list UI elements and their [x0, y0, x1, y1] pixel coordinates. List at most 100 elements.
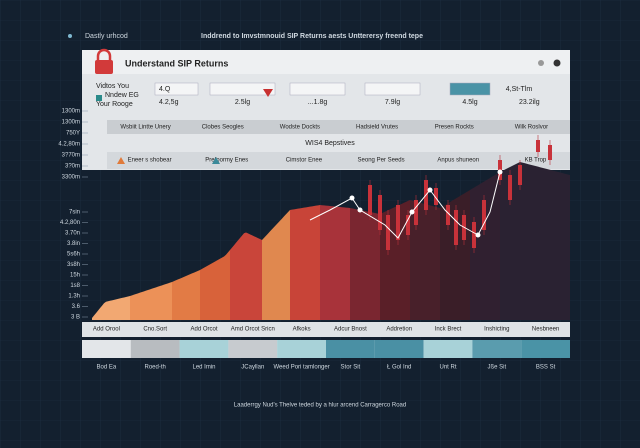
dot [68, 34, 72, 38]
axis-label: 750Y [66, 131, 80, 137]
row [107, 152, 570, 169]
row-cell: Eneer s shobear [128, 158, 172, 164]
axis-label: 3s8h [67, 262, 80, 268]
checkbox[interactable] [96, 95, 102, 101]
field-box[interactable] [289, 82, 346, 96]
color-swatch [179, 340, 229, 358]
color-swatch [82, 340, 131, 358]
candle [454, 210, 458, 245]
axis-label: 15h [70, 273, 80, 279]
legend-label: Nesbneen [532, 327, 559, 333]
bottom-label: Ł Gol Ind [387, 365, 411, 371]
field-label: Your Rooge [96, 101, 133, 108]
column-header: Wodste Dockts [280, 125, 320, 131]
arrow [263, 89, 273, 97]
tri [212, 157, 220, 164]
legend-label: Inck Brect [435, 327, 462, 333]
legend-label: Addretion [386, 327, 412, 333]
field-value: 4,St-Tlm [506, 86, 533, 93]
field-value: 7.9lg [385, 99, 400, 106]
color-swatch [374, 340, 424, 358]
field-label: Vidtos You [96, 83, 129, 90]
legend-label: Amd Orcot Sricn [231, 327, 275, 333]
axis-label: 3.70n [65, 231, 80, 237]
axis-label: 1300m [62, 109, 80, 115]
color-swatch [130, 340, 180, 358]
trend-dot [475, 232, 481, 238]
area-band [200, 250, 230, 320]
area-band [262, 210, 290, 320]
legend-label: Cno.Sort [143, 327, 167, 333]
tri [117, 157, 125, 164]
dot [538, 60, 544, 66]
axis-label: 1300m [62, 120, 80, 126]
axis-label: 3300m [62, 175, 80, 181]
lock-icon [95, 60, 113, 74]
area-band [92, 296, 130, 320]
top-left: Dastly urhcod [85, 33, 128, 40]
area-band [130, 282, 172, 320]
row-cell: Prefoormy Enes [205, 158, 248, 164]
subheader: WIS4 Bepstives [305, 140, 355, 147]
bottom-label: Jße Sit [487, 365, 506, 371]
row-cell: Seong Per Seeds [358, 158, 405, 164]
color-swatch [472, 340, 522, 358]
trend-dot [427, 187, 433, 193]
axis-label: 5s6h [67, 252, 80, 258]
color-swatch [228, 340, 278, 358]
bottom-label: Led Imin [192, 365, 215, 371]
field-box[interactable] [364, 82, 421, 96]
axis-label: 3 B [71, 315, 80, 321]
area-band [500, 162, 570, 320]
area-band [410, 200, 440, 320]
legend-label: Add Orool [93, 327, 120, 333]
axis-label: 3.6 [72, 304, 81, 310]
axis-label: 1s8 [70, 283, 80, 289]
color-swatch [521, 340, 570, 358]
field-value: 4.5lg [462, 99, 477, 106]
candle [548, 145, 552, 160]
field-label: Nndew EG [105, 92, 139, 99]
area-band [172, 270, 200, 320]
candle [434, 188, 438, 205]
field-box[interactable] [154, 82, 199, 96]
field-sub: 23.2ilg [519, 99, 540, 106]
candle [518, 165, 522, 185]
column-header: Hadsield Vrutes [356, 125, 398, 131]
axis-label: 3?0m [65, 164, 80, 170]
area-band [320, 205, 350, 320]
candle [414, 200, 418, 225]
trend-dot [357, 207, 363, 213]
trend-dot [497, 169, 503, 175]
bottom-label: Stor Sit [341, 365, 361, 371]
panel-header [82, 50, 570, 74]
bottom-label: Roed-th [145, 365, 166, 371]
color-swatch [326, 340, 375, 358]
dot [553, 59, 561, 67]
trend-dot [349, 195, 355, 201]
bottom-label: Bod Ea [97, 365, 117, 371]
column-header: Wilk Roslvor [515, 125, 548, 131]
field-box[interactable] [449, 82, 491, 96]
area-band [470, 172, 500, 320]
field-value: ...1.8g [308, 99, 328, 106]
lock-shackle [96, 48, 112, 60]
color-swatch [277, 340, 326, 358]
axis-label: 4.2,80n [60, 220, 80, 226]
area-band [350, 208, 380, 320]
area-band [380, 200, 410, 320]
candle [406, 215, 410, 235]
candle [368, 185, 372, 215]
column-header: Wsbiit Lintte Unery [120, 125, 170, 131]
field-value: 4.Q [159, 86, 171, 93]
legend-strip [82, 322, 570, 337]
footer: Laaderrgy Nud's Thelve teded by a hlur a… [234, 403, 406, 409]
bottom-label: BSS St [536, 365, 556, 371]
candle [482, 200, 486, 230]
field-box[interactable] [209, 82, 276, 96]
bottom-label: Unt Rt [439, 365, 456, 371]
column-header: Clobes Seogles [202, 125, 244, 131]
row-cell: Anpus shuneon [437, 158, 479, 164]
trend-dot [409, 209, 415, 215]
row-cell: Cimstor Enee [286, 158, 323, 164]
